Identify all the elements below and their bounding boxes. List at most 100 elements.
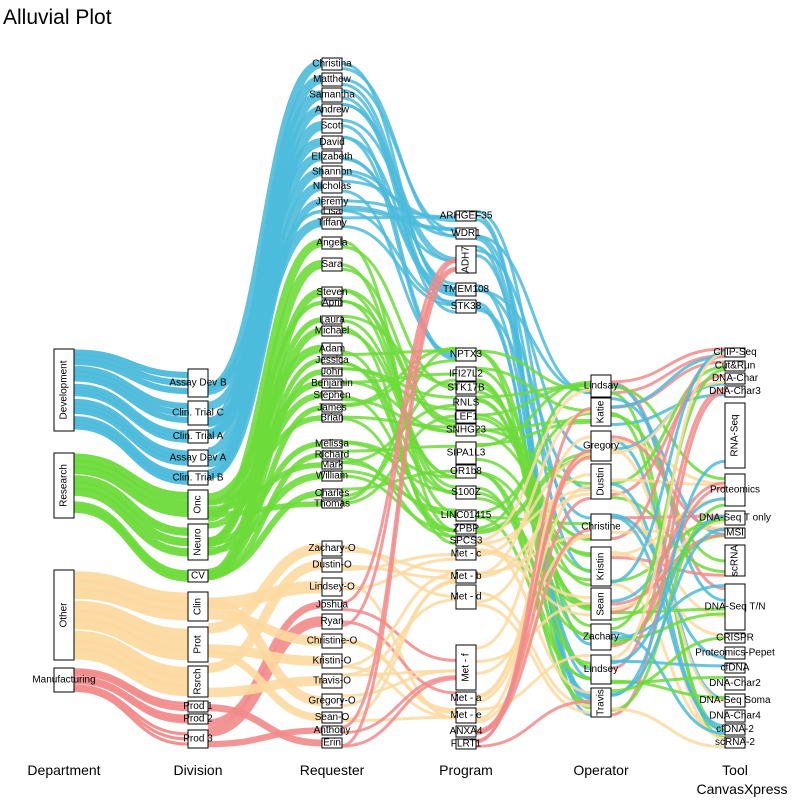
flow-band	[207, 198, 323, 480]
node-label: Christine-O	[307, 636, 358, 647]
node-box	[321, 711, 343, 724]
node-label: Zachary	[583, 632, 619, 643]
flow-band	[73, 571, 189, 604]
flow-band	[73, 370, 189, 417]
node-box	[321, 103, 343, 117]
node-box	[590, 397, 612, 427]
node-label: DNA-Char	[712, 373, 759, 384]
node-label: TMEM108	[443, 284, 490, 295]
node-label: Assay Dev A	[170, 453, 227, 464]
flow-band	[475, 699, 592, 748]
flow-band	[610, 351, 726, 660]
flow-band	[73, 600, 189, 641]
flow-band	[341, 215, 457, 220]
node-label: Clin. Trial C	[172, 408, 224, 419]
node-box	[321, 403, 343, 413]
node-label: MSI	[726, 528, 744, 539]
node-label: scRNA-2	[715, 737, 755, 748]
node-label: Laura	[319, 315, 345, 326]
node-label: Travis-O	[313, 676, 351, 687]
flow-band	[341, 598, 457, 677]
node-label: cfDNA-2	[716, 724, 754, 735]
node-box	[724, 544, 746, 577]
node-label: Shannon	[312, 167, 352, 178]
node-box	[187, 470, 209, 486]
flow-band	[475, 603, 592, 715]
flow-band	[73, 424, 189, 485]
node-label: Manufacturing	[32, 675, 95, 686]
node-label: Clin. Trial A	[173, 431, 224, 442]
flow-band	[475, 382, 592, 530]
node-box	[321, 299, 343, 307]
flow-band	[73, 459, 189, 509]
node-box	[187, 400, 209, 426]
node-label: DNA-Seq Soma	[699, 695, 771, 706]
node-label: Anthony	[314, 725, 351, 736]
node-box	[724, 510, 746, 526]
flow-band	[475, 448, 592, 743]
node-box	[724, 372, 746, 385]
node-box	[321, 216, 343, 230]
flow-band	[610, 459, 726, 697]
flow-band	[207, 609, 323, 646]
node-label: Samantha	[309, 90, 355, 101]
flow-band	[207, 616, 323, 737]
node-box	[321, 725, 343, 736]
node-box	[724, 736, 746, 749]
node-box	[455, 347, 477, 362]
node-box	[724, 473, 746, 507]
node-label: Richard	[315, 450, 349, 461]
flow-band	[475, 390, 592, 573]
node-label: Travis	[596, 689, 607, 716]
node-label: Steven	[316, 287, 347, 298]
flow-band	[73, 358, 189, 395]
node-label: Lisa	[323, 206, 342, 217]
flow-band	[207, 218, 323, 426]
node-label: Sean	[596, 592, 607, 615]
node-label: Zachary-O	[308, 543, 355, 554]
node-box	[455, 441, 477, 465]
node-label: Kristin	[596, 553, 607, 581]
node-label: Met - b	[450, 571, 482, 582]
flow-band	[73, 465, 189, 517]
node-box	[724, 527, 746, 539]
node-box	[321, 208, 343, 215]
node-box	[187, 700, 209, 713]
node-label: Tiffany	[317, 218, 346, 229]
flow-band	[73, 416, 189, 477]
node-box	[455, 410, 477, 424]
flow-band	[73, 680, 189, 724]
flow-band	[341, 207, 457, 232]
node-label: Gregory	[583, 441, 619, 452]
node-label: Melissa	[315, 439, 349, 450]
flow-band	[475, 528, 592, 735]
node-box	[455, 210, 477, 222]
flow-band	[207, 560, 323, 673]
node-box	[187, 713, 209, 725]
flow-band	[341, 665, 457, 719]
flow-band	[341, 189, 457, 355]
flow-band	[341, 78, 457, 232]
node-box	[321, 577, 343, 597]
node-box	[187, 591, 209, 622]
node-box	[455, 381, 477, 395]
node-box	[321, 488, 343, 499]
flow-band	[341, 347, 457, 407]
flow-band	[207, 490, 323, 578]
flow-band	[73, 686, 189, 741]
node-box	[321, 87, 343, 103]
node-label: RNA-Seq	[730, 414, 741, 456]
node-label: RNLS	[453, 398, 480, 409]
flow-band	[207, 441, 323, 547]
node-label: David	[319, 137, 345, 148]
axis-labels: Department Division Requester Program Operat…	[27, 762, 747, 778]
node-label: Lindsey	[584, 664, 618, 675]
node-box	[321, 150, 343, 164]
node-box	[321, 673, 343, 689]
node-label: Sean-O	[315, 712, 350, 723]
node-box	[321, 356, 343, 365]
node-box	[53, 452, 75, 519]
node-box	[321, 413, 343, 423]
flow-band	[207, 415, 323, 506]
node-box	[321, 236, 343, 250]
